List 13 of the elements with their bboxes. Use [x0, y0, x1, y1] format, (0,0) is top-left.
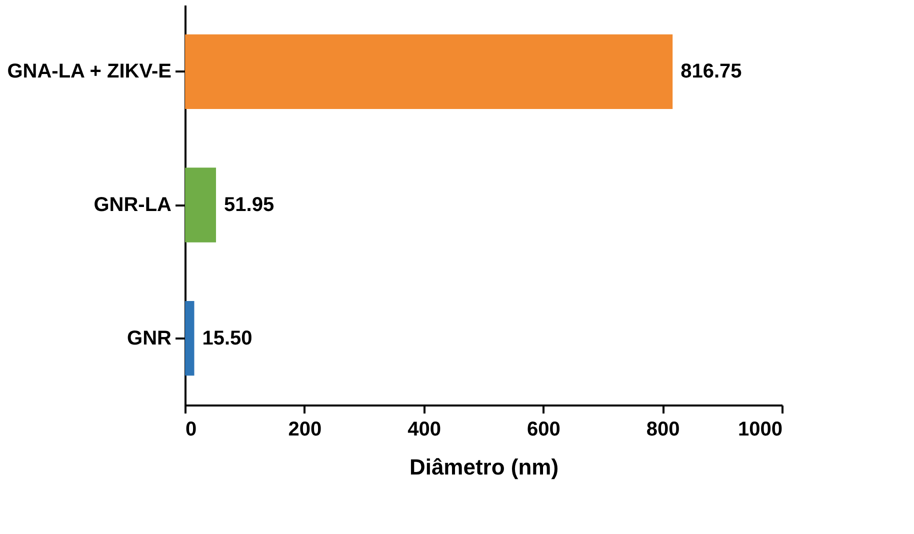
data-label: 15.50 — [202, 327, 252, 350]
data-label: 816.75 — [680, 60, 742, 83]
x-tick-label: 200 — [288, 418, 322, 440]
y-tick-label: GNR — [127, 327, 172, 350]
x-tick-label: 400 — [408, 418, 441, 440]
x-tick-label: 1000 — [738, 418, 782, 440]
x-tick-label: 600 — [527, 418, 560, 440]
x-tick-label: 800 — [646, 418, 680, 440]
x-axis-title: Diâmetro (nm) — [409, 454, 559, 480]
x-tick-label: 0 — [186, 418, 197, 440]
y-tick-label: GNA-LA + ZIKV-E — [7, 60, 172, 83]
y-tick-label: GNR-LA — [94, 194, 172, 216]
data-label: 51.95 — [224, 194, 274, 216]
